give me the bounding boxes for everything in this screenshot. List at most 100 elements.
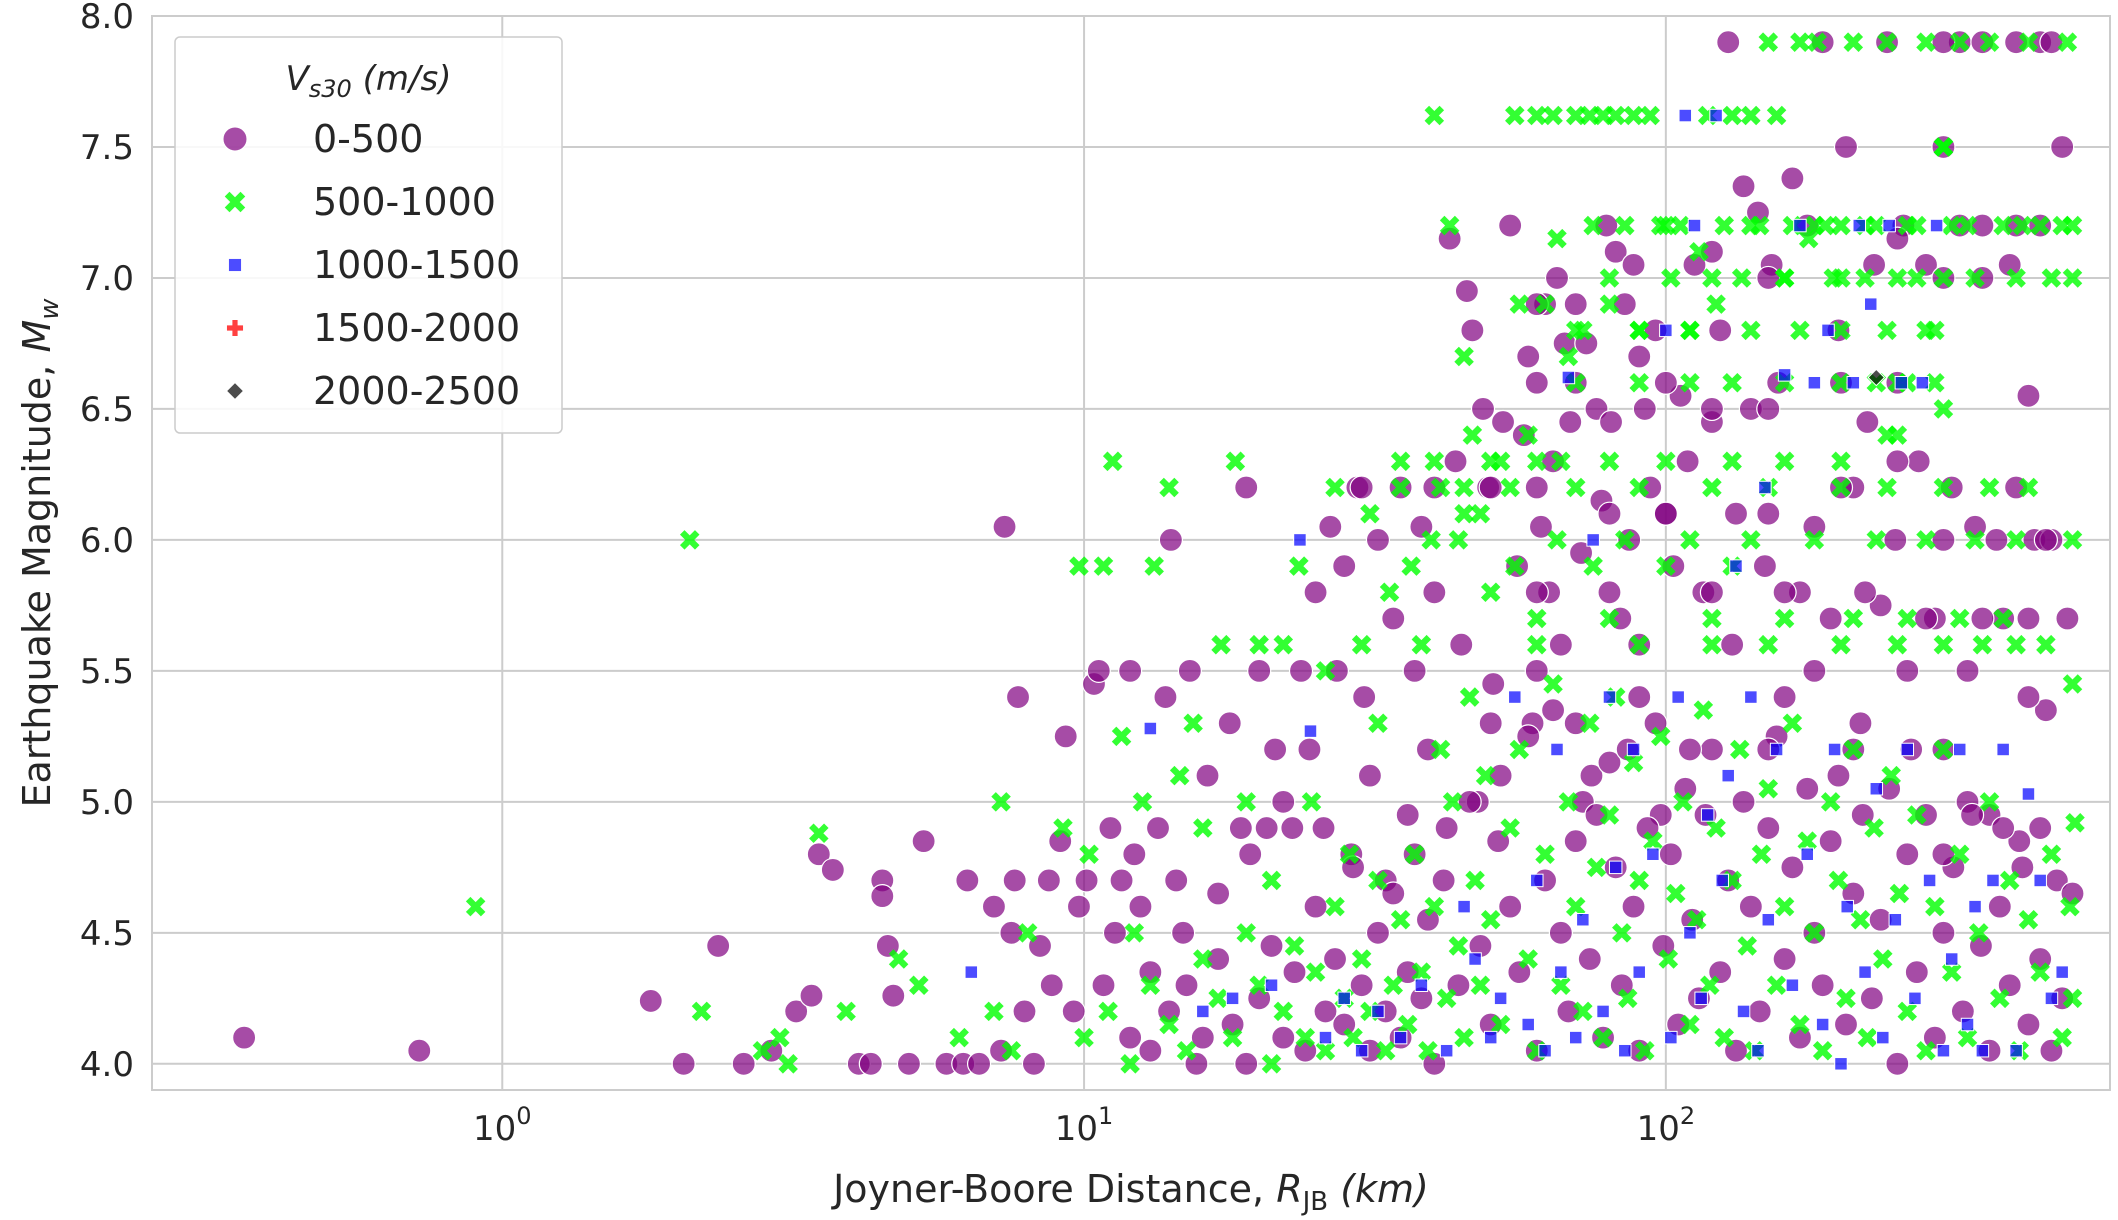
data-point — [1855, 268, 1875, 288]
data-point — [888, 949, 909, 969]
data-point — [2007, 829, 2032, 854]
data-point — [1558, 409, 1583, 435]
data-point — [1576, 912, 1590, 927]
data-point — [2055, 606, 2080, 631]
data-point — [2006, 530, 2026, 550]
data-point — [2018, 32, 2039, 52]
data-point — [1761, 912, 1776, 927]
data-point — [2030, 962, 2050, 982]
data-point — [1736, 1004, 1751, 1019]
data-point — [1699, 737, 1725, 762]
y-axis-label-sub: w — [35, 298, 65, 320]
data-point — [1402, 658, 1427, 683]
data-point — [1551, 451, 1571, 472]
data-point — [1986, 873, 2000, 888]
data-point — [1831, 477, 1851, 498]
data-point — [1535, 844, 1555, 865]
data-point — [836, 1001, 856, 1022]
data-point — [1120, 1054, 1140, 1074]
data-point — [1812, 1040, 1833, 1061]
data-point — [984, 1001, 1004, 1022]
data-point — [1434, 815, 1459, 841]
data-point — [2012, 215, 2033, 236]
data-point — [1987, 894, 2012, 919]
data-point — [1271, 789, 1296, 814]
data-point — [1949, 32, 1970, 52]
data-point — [1431, 868, 1456, 893]
data-point — [1234, 1051, 1259, 1076]
data-point — [1629, 634, 1649, 655]
data-point — [1351, 949, 1372, 969]
data-point — [1599, 268, 1620, 288]
data-point — [1722, 451, 1742, 472]
data-point — [820, 857, 845, 883]
data-point — [2016, 1012, 2041, 1037]
data-point — [1365, 527, 1391, 553]
data-point — [1563, 292, 1588, 317]
data-point — [1665, 883, 1686, 904]
data-point — [1931, 30, 1956, 55]
data-point — [1470, 396, 1496, 422]
data-point — [858, 1051, 883, 1076]
data-point — [1949, 608, 1970, 629]
data-point — [1561, 370, 1576, 385]
data-point — [2006, 268, 2026, 288]
legend-entry: 1500-2000 — [226, 306, 520, 350]
data-point — [1827, 742, 1842, 757]
data-point — [1454, 503, 1474, 524]
data-point — [1169, 765, 1190, 786]
data-point — [1236, 923, 1256, 943]
data-point — [1439, 215, 1460, 236]
data-point — [1543, 105, 1563, 126]
data-point — [1897, 1001, 1918, 1022]
legend-entry: 500-1000 — [224, 180, 496, 224]
data-point — [1807, 375, 1822, 390]
data-point — [1171, 920, 1196, 945]
data-point — [1602, 690, 1617, 704]
data-point — [1454, 346, 1474, 367]
x-tick-label: 101 — [1055, 1102, 1114, 1149]
data-point — [2041, 844, 2062, 865]
data-point — [778, 1054, 798, 1074]
legend: Vs30 (m/s) 0-500 500-1000 1000-1500 1500-20… — [174, 36, 563, 434]
data-point — [1780, 855, 1805, 880]
data-point — [1952, 742, 1967, 757]
data-point — [1968, 923, 1989, 943]
data-point — [1001, 1040, 1022, 1061]
data-point — [1381, 881, 1406, 906]
data-point — [770, 1027, 790, 1048]
legend-title-sub: s30 — [309, 75, 352, 103]
data-point — [1375, 1040, 1396, 1061]
data-point — [1831, 372, 1851, 393]
data-point — [1708, 318, 1733, 343]
data-point — [2062, 268, 2083, 288]
data-point — [1111, 726, 1132, 747]
data-point — [1159, 1014, 1179, 1035]
data-point — [1144, 556, 1164, 576]
data-point — [1091, 973, 1116, 998]
data-point — [1404, 844, 1425, 865]
data-point — [2036, 634, 2056, 655]
data-point — [1357, 763, 1383, 788]
data-point — [1577, 946, 1602, 972]
data-point — [1002, 868, 1027, 893]
data-point — [1766, 105, 1787, 126]
data-point — [1640, 105, 1660, 126]
data-point — [1925, 896, 1945, 917]
data-point — [1424, 105, 1445, 126]
data-point — [1282, 960, 1307, 985]
data-point — [966, 1051, 992, 1076]
data-point — [1883, 527, 1908, 553]
data-point — [1658, 949, 1679, 969]
data-point — [992, 514, 1017, 539]
data-point — [1540, 698, 1566, 723]
data-point — [1332, 553, 1357, 579]
data-point — [1528, 514, 1554, 539]
data-point — [1840, 899, 1854, 914]
data-point — [1702, 608, 1722, 629]
data-point — [1889, 883, 1910, 904]
data-point — [1518, 425, 1538, 445]
data-point — [1831, 215, 1851, 236]
data-point — [1991, 815, 2016, 841]
data-point — [1756, 265, 1781, 291]
